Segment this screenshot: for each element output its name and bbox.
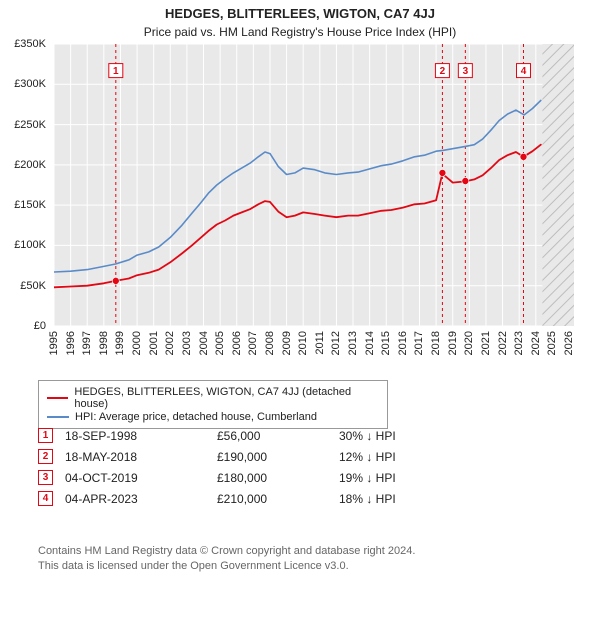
marker-row: 2 18-MAY-2018 £190,000 12% ↓ HPI	[38, 449, 560, 464]
y-tick-label: £350K	[14, 38, 46, 50]
marker-index-box: 2	[38, 449, 53, 464]
y-tick-label: £100K	[14, 239, 46, 251]
marker-price: £56,000	[217, 429, 327, 443]
x-tick-label: 2014	[364, 331, 376, 355]
marker-delta: 30% ↓ HPI	[339, 429, 560, 443]
marker-row: 4 04-APR-2023 £210,000 18% ↓ HPI	[38, 491, 560, 506]
legend-swatch	[47, 416, 69, 418]
x-tick-label: 2010	[297, 331, 309, 355]
marker-date: 04-OCT-2019	[65, 471, 205, 485]
x-tick-label: 2020	[463, 331, 475, 355]
x-tick-label: 2003	[181, 331, 193, 355]
marker-price: £210,000	[217, 492, 327, 506]
legend-label: HPI: Average price, detached house, Cumb…	[75, 411, 317, 423]
marker-date: 18-MAY-2018	[65, 450, 205, 464]
x-tick-label: 2008	[264, 331, 276, 355]
svg-text:2: 2	[440, 66, 446, 77]
legend: HEDGES, BLITTERLEES, WIGTON, CA7 4JJ (de…	[38, 380, 388, 429]
x-tick-label: 2025	[546, 331, 558, 355]
x-tick-label: 2009	[281, 331, 293, 355]
attribution-footer: Contains HM Land Registry data © Crown c…	[38, 544, 560, 574]
x-tick-label: 2022	[497, 331, 509, 355]
marker-delta: 18% ↓ HPI	[339, 492, 560, 506]
x-tick-label: 1995	[48, 331, 60, 355]
x-tick-label: 2000	[131, 331, 143, 355]
x-tick-label: 2011	[314, 331, 326, 355]
y-tick-label: £150K	[14, 199, 46, 211]
marker-date: 18-SEP-1998	[65, 429, 205, 443]
marker-delta: 12% ↓ HPI	[339, 450, 560, 464]
y-axis-labels: £0£50K£100K£150K£200K£250K£300K£350K	[0, 44, 50, 326]
marker-price: £180,000	[217, 471, 327, 485]
legend-label: HEDGES, BLITTERLEES, WIGTON, CA7 4JJ (de…	[74, 386, 379, 410]
x-tick-label: 2007	[247, 331, 259, 355]
x-tick-label: 1996	[65, 331, 77, 355]
svg-text:3: 3	[463, 66, 469, 77]
legend-swatch	[47, 397, 68, 399]
figure: HEDGES, BLITTERLEES, WIGTON, CA7 4JJ Pri…	[0, 0, 600, 620]
x-axis-labels: 1995199619971998199920002001200220032004…	[54, 329, 574, 369]
x-tick-label: 2002	[164, 331, 176, 355]
x-tick-label: 2013	[347, 331, 359, 355]
legend-item: HEDGES, BLITTERLEES, WIGTON, CA7 4JJ (de…	[47, 386, 379, 410]
y-tick-label: £0	[34, 320, 46, 332]
marker-date: 04-APR-2023	[65, 492, 205, 506]
marker-index-box: 1	[38, 428, 53, 443]
chart-title: HEDGES, BLITTERLEES, WIGTON, CA7 4JJ	[0, 0, 600, 21]
marker-price: £190,000	[217, 450, 327, 464]
sale-markers-table: 1 18-SEP-1998 £56,000 30% ↓ HPI 2 18-MAY-2018…	[38, 428, 560, 512]
x-tick-label: 2023	[513, 331, 525, 355]
x-tick-label: 2006	[231, 331, 243, 355]
x-tick-label: 1998	[98, 331, 110, 355]
x-tick-label: 1997	[81, 331, 93, 355]
footer-line: Contains HM Land Registry data © Crown c…	[38, 544, 560, 559]
marker-index-box: 3	[38, 470, 53, 485]
y-tick-label: £50K	[20, 280, 46, 292]
svg-text:1: 1	[113, 66, 119, 77]
y-tick-label: £250K	[14, 119, 46, 131]
plot-svg: 1 2 3 4	[54, 44, 574, 326]
marker-delta: 19% ↓ HPI	[339, 471, 560, 485]
x-tick-label: 2016	[397, 331, 409, 355]
x-tick-label: 2001	[148, 331, 160, 355]
x-tick-label: 2024	[530, 331, 542, 355]
x-tick-label: 1999	[114, 331, 126, 355]
x-tick-label: 2015	[380, 331, 392, 355]
y-tick-label: £200K	[14, 159, 46, 171]
svg-text:4: 4	[521, 66, 527, 77]
plot-area: 1 2 3 4	[54, 44, 574, 326]
marker-row: 3 04-OCT-2019 £180,000 19% ↓ HPI	[38, 470, 560, 485]
marker-index-box: 4	[38, 491, 53, 506]
y-tick-label: £300K	[14, 78, 46, 90]
x-tick-label: 2004	[198, 331, 210, 355]
x-tick-label: 2019	[447, 331, 459, 355]
x-tick-label: 2005	[214, 331, 226, 355]
legend-item: HPI: Average price, detached house, Cumb…	[47, 411, 379, 423]
x-tick-label: 2021	[480, 331, 492, 355]
x-tick-label: 2017	[413, 331, 425, 355]
x-tick-label: 2012	[330, 331, 342, 355]
marker-row: 1 18-SEP-1998 £56,000 30% ↓ HPI	[38, 428, 560, 443]
x-tick-label: 2026	[563, 331, 575, 355]
footer-line: This data is licensed under the Open Gov…	[38, 559, 560, 574]
chart-subtitle: Price paid vs. HM Land Registry's House …	[0, 25, 600, 39]
x-tick-label: 2018	[430, 331, 442, 355]
